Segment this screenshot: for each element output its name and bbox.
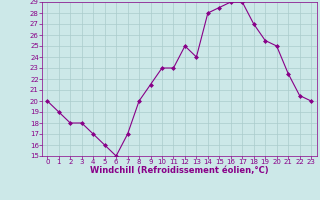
X-axis label: Windchill (Refroidissement éolien,°C): Windchill (Refroidissement éolien,°C) [90,166,268,175]
